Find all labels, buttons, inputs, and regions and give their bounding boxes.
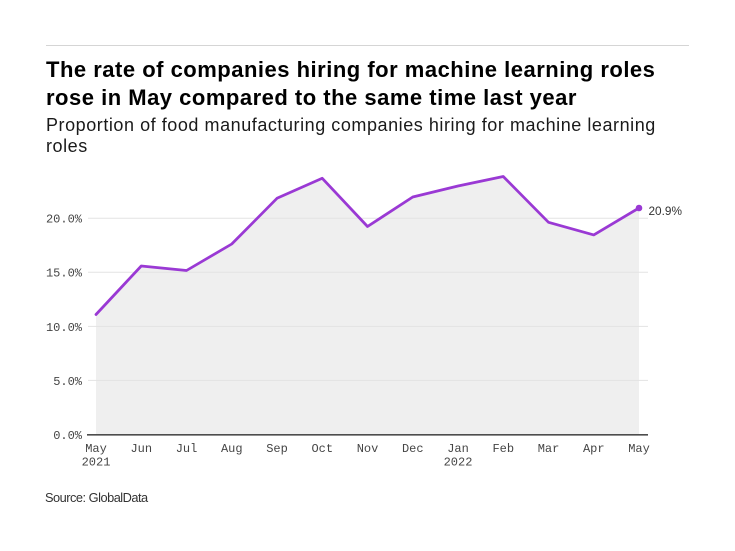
svg-text:5.0%: 5.0% xyxy=(53,375,83,389)
svg-text:Mar: Mar xyxy=(538,442,560,456)
svg-text:2022: 2022 xyxy=(444,455,473,469)
svg-text:Nov: Nov xyxy=(357,442,379,456)
svg-text:Dec: Dec xyxy=(402,442,424,456)
svg-text:Jul: Jul xyxy=(176,442,198,456)
svg-text:15.0%: 15.0% xyxy=(46,267,83,281)
svg-text:Aug: Aug xyxy=(221,442,243,456)
svg-text:May: May xyxy=(85,442,107,456)
svg-text:Apr: Apr xyxy=(583,442,605,456)
svg-text:Sep: Sep xyxy=(266,442,288,456)
svg-text:2021: 2021 xyxy=(82,455,111,469)
svg-text:20.0%: 20.0% xyxy=(46,213,83,227)
svg-text:Jan: Jan xyxy=(447,442,469,456)
svg-text:20.9%: 20.9% xyxy=(649,204,683,218)
svg-text:Oct: Oct xyxy=(311,442,333,456)
svg-text:May: May xyxy=(628,442,650,456)
svg-text:10.0%: 10.0% xyxy=(46,321,83,335)
svg-text:Jun: Jun xyxy=(130,442,152,456)
svg-text:0.0%: 0.0% xyxy=(53,429,83,443)
svg-text:Feb: Feb xyxy=(492,442,514,456)
